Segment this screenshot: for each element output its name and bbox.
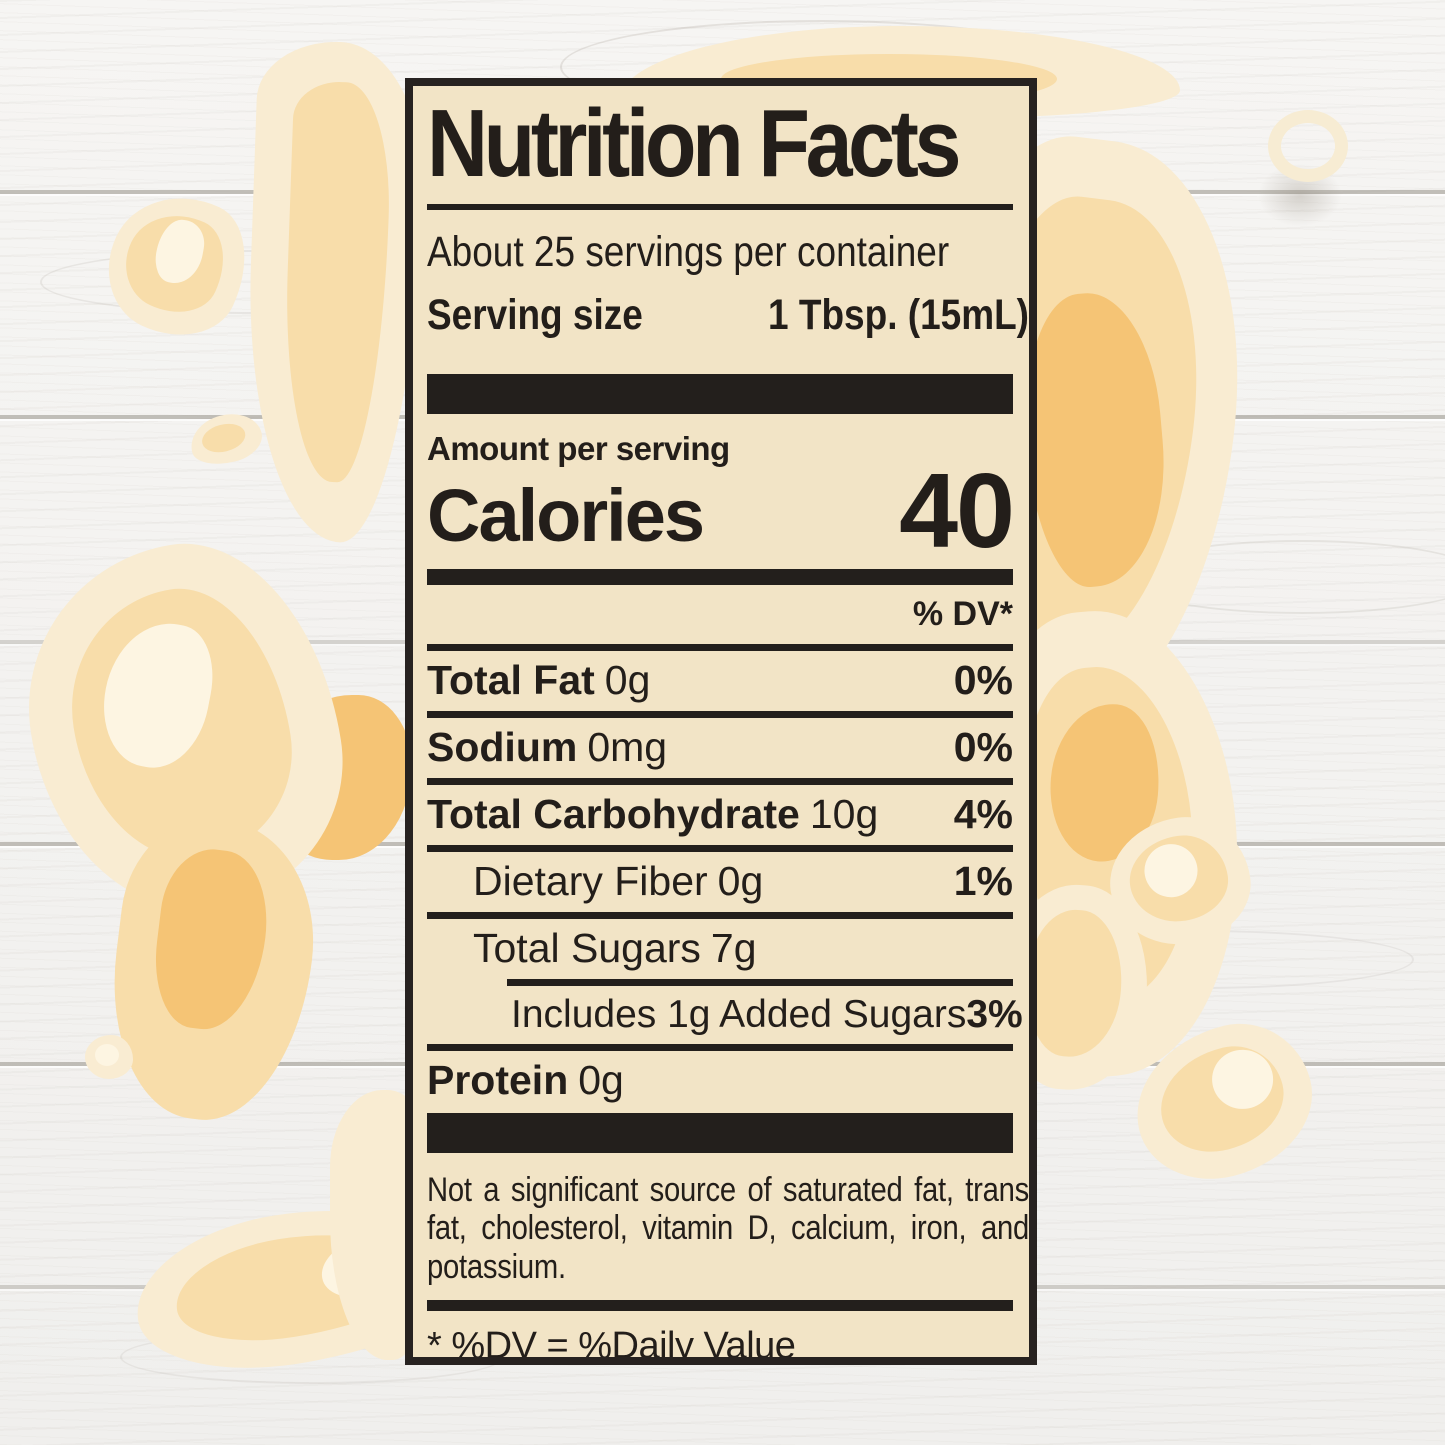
serving-size-value: 1 Tbsp. (15mL) [768,291,1029,339]
daily-value-definition: * %DV = %Daily Value [427,1325,796,1365]
nutrient-dv: 3% [966,992,1023,1036]
nutrient-amount: 0g [717,857,764,904]
nutrient-row-protein: Protein 0g [427,1043,1013,1111]
honey-drip-core [147,843,276,1036]
divider-thin [427,204,1013,210]
honey-droplet-tiny [85,1035,133,1079]
nutrient-row-added-sugars: Includes 1g Added Sugars 3% [507,978,1023,1044]
honey-droplet-shine [94,1043,119,1066]
nutrient-row-total-fat: Total Fat 0g 0% [427,643,1013,711]
nutrient-dv: 1% [953,857,1013,904]
nutrient-row-sodium: Sodium 0mg 0% [427,710,1013,778]
serving-size-label: Serving size [427,291,643,339]
honey-ring-droplet [1268,110,1348,182]
nutrient-row-dietary-fiber: Dietary Fiber 0g 1% [427,844,1013,912]
nutrient-name: Total Fat [427,656,595,703]
nutrient-name: Total Carbohydrate [427,790,800,837]
nutrient-amount: 0mg [587,723,668,770]
honey-drip-inner [280,80,394,484]
nutrition-facts-label: Nutrition Facts About 25 servings per co… [405,78,1037,1365]
nutrient-name: Includes 1g Added Sugars [511,992,967,1036]
nutrient-name: Sodium [427,723,578,770]
calories-value: 40 [899,452,1015,570]
not-significant-source-note: Not a significant source of saturated fa… [427,1170,1029,1286]
divider-medium [427,1300,1013,1312]
nutrient-amount: 0g [604,656,651,703]
divider-thick [427,374,1013,414]
nutrient-amount: 0g [578,1056,624,1103]
percent-dv-header: % DV* [912,594,1013,633]
nutrient-name: Dietary Fiber [473,857,708,904]
nutrient-amount: 7g [710,924,757,971]
calories-label: Calories [427,474,705,558]
nutrient-row-total-sugars: Total Sugars 7g [427,911,1013,979]
nutrition-facts-title: Nutrition Facts [427,90,961,197]
nutrient-amount: 10g [809,790,879,837]
nutrient-name: Protein [427,1056,569,1103]
calories-row: Calories 40 [427,452,1015,570]
nutrient-dv: 0% [953,723,1013,770]
honey-droplet-inner [1022,906,1127,1061]
nutrient-dv: 0% [953,656,1013,703]
nutrient-row-total-carbohydrate: Total Carbohydrate 10g 4% [427,777,1013,845]
nutrient-name: Total Sugars [473,924,701,971]
amount-per-serving-label: Amount per serving [427,430,730,467]
divider-thick [427,1112,1013,1153]
honey-teardrop-shine [1211,1049,1273,1110]
honey-droplet-inner [198,419,249,458]
divider-medium [427,568,1013,585]
servings-per-container: About 25 servings per container [427,228,950,276]
nutrient-dv: 4% [953,790,1013,837]
serving-size-row: Serving size 1 Tbsp. (15mL) [427,291,1029,340]
